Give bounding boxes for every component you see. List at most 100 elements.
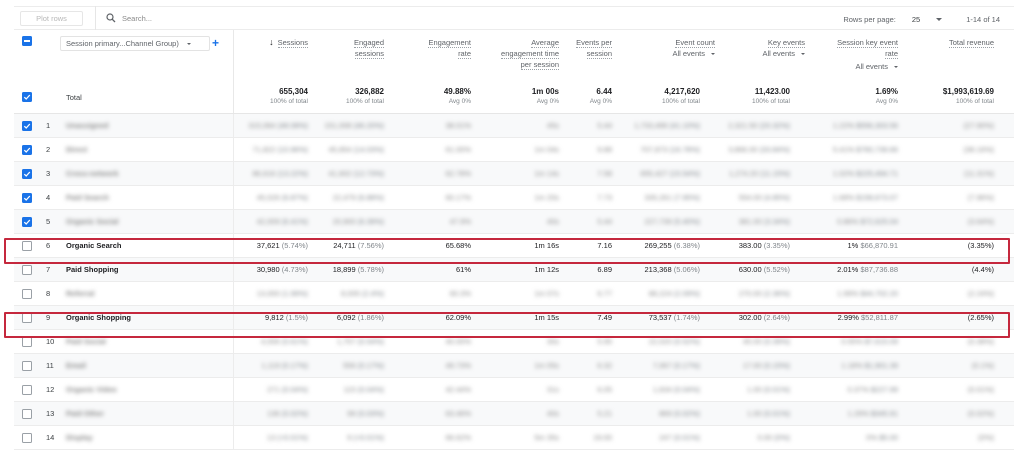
total-checkbox[interactable] [22, 92, 32, 102]
cell-percent: (0.15%) [763, 361, 790, 370]
total-sub: 100% of total [956, 98, 994, 105]
column-divider [233, 210, 234, 233]
total-sub: 100% of total [662, 98, 700, 105]
table-row: 13 Paid Other 136 (0.02%) 99 (0.03%) 63.46% 4… [14, 402, 1014, 426]
cell-value: 302.00 [738, 313, 762, 322]
table-row: 9 Organic Shopping 9,812 (1.5%) 6,092 (1.86… [14, 306, 1014, 330]
column-label: Total revenue [948, 38, 994, 48]
cell-percent: (0.03%) [357, 409, 384, 418]
cell-percent: $72,625.04 [860, 217, 898, 226]
row-checkbox[interactable] [22, 217, 32, 227]
cell-value: 0.00 [757, 433, 773, 442]
row-dimension[interactable]: Organic Search [66, 241, 122, 250]
chevron-down-icon[interactable] [936, 17, 943, 21]
cell-session-key-event-rate: 2.01% $87,736.88 [837, 265, 898, 274]
select-all-checkbox[interactable] [22, 36, 32, 46]
row-dimension[interactable]: Paid Search [66, 193, 109, 202]
column-header-event-count[interactable]: Event count All events [635, 37, 715, 59]
cell-engaged-sessions: 6,092 (1.86%) [337, 313, 384, 322]
row-checkbox[interactable] [22, 121, 32, 131]
cell-key-events: 383.00 (3.35%) [739, 241, 790, 250]
row-checkbox[interactable] [22, 241, 32, 251]
row-checkbox[interactable] [22, 385, 32, 395]
column-header-total-revenue[interactable]: Total revenue [914, 37, 994, 48]
row-dimension[interactable]: Display [66, 433, 93, 442]
row-dimension[interactable]: Organic Shopping [66, 313, 131, 322]
row-checkbox[interactable] [22, 409, 32, 419]
column-label: Events per session [576, 38, 612, 59]
cell-value: 22,479 [332, 193, 356, 202]
column-header-engagement-rate[interactable]: Engagement rate [416, 37, 471, 59]
cell-value: (4.4%) [971, 265, 994, 274]
row-dimension[interactable]: Paid Shopping [66, 265, 119, 274]
row-number: 14 [46, 433, 55, 442]
row-checkbox[interactable] [22, 265, 32, 275]
cell-value: 1% [847, 241, 859, 250]
row-dimension[interactable]: Organic Video [66, 385, 117, 394]
dimension-select[interactable]: Session primary...Channel Group) [60, 36, 210, 51]
cell-value: 20,900 [332, 217, 356, 226]
column-header-key-events[interactable]: Key events All events [725, 37, 805, 59]
cell-engagement-rate: 65.68% [446, 241, 471, 250]
column-header-engaged-sessions[interactable]: Engaged sessions [324, 37, 384, 59]
row-dimension[interactable]: Direct [66, 145, 88, 154]
cell-event-count: 227,739 (5.40%) [645, 217, 700, 226]
cell-event-count: 213,368 (5.06%) [645, 265, 700, 274]
row-dimension[interactable]: Unassigned [66, 121, 109, 130]
row-checkbox[interactable] [22, 433, 32, 443]
cell-percent: (0.01%) [763, 409, 790, 418]
row-dimension[interactable]: Cross-network [66, 169, 119, 178]
cell-event-count: 88,224 (2.09%) [649, 289, 700, 298]
cell-engaged-sessions: 24,711 (7.56%) [333, 241, 384, 250]
row-dimension[interactable]: Email [66, 361, 87, 370]
cell-session-key-event-rate: 2.99% $52,811.87 [838, 313, 898, 322]
session-key-event-rate-filter[interactable]: All events [823, 61, 898, 72]
cell-engagement-rate: 60.17% [446, 193, 471, 202]
cell-sessions: 1,119 (0.17%) [261, 361, 308, 370]
event-count-filter[interactable]: All events [635, 48, 715, 59]
row-checkbox[interactable] [22, 193, 32, 203]
column-header-session-key-event-rate[interactable]: Session key event rate All events [823, 37, 898, 72]
column-divider [233, 330, 234, 353]
cell-value: 1.00 [747, 409, 762, 418]
cell-percent: $760,739.66 [856, 145, 898, 154]
cell-engaged-sessions: 556 (0.17%) [343, 361, 384, 370]
cell-value: 6.77 [597, 289, 612, 298]
cell-value: 1.99% [837, 289, 859, 298]
row-dimension[interactable]: Referral [66, 289, 95, 298]
column-divider [233, 402, 234, 425]
row-checkbox[interactable] [22, 169, 32, 179]
search-input[interactable]: Search... [106, 13, 152, 23]
cell-event-count: 269,255 (6.38%) [645, 241, 700, 250]
total-sub: Avg 0% [448, 98, 471, 105]
column-divider [233, 30, 234, 113]
row-checkbox[interactable] [22, 289, 32, 299]
rows-per-page-select[interactable]: 25 [911, 14, 921, 24]
cell-value: 1,274.20 [728, 169, 759, 178]
table-row: 14 Display 13 (<0.01%) 9 (<0.01%) 66.62% 5m 3… [14, 426, 1014, 450]
cell-percent: (2.09%) [673, 289, 700, 298]
total-value: 49.88% [443, 87, 471, 96]
total-sub: 100% of total [346, 98, 384, 105]
cell-value: (0.38%) [967, 337, 994, 346]
key-events-filter[interactable]: All events [725, 48, 805, 59]
cell-value: 40s [546, 409, 559, 418]
row-checkbox[interactable] [22, 337, 32, 347]
column-header-events-per-session[interactable]: Events per session [576, 37, 612, 59]
total-value: 6.44 [596, 87, 612, 96]
row-checkbox[interactable] [22, 361, 32, 371]
cell-percent: (5.06%) [673, 265, 700, 274]
row-dimension[interactable]: Organic Social [66, 217, 119, 226]
row-checkbox[interactable] [22, 313, 32, 323]
column-header-sessions[interactable]: ↓ Sessions [228, 37, 308, 48]
plus-icon[interactable]: + [212, 36, 220, 50]
cell-percent: (7.95%) [673, 193, 700, 202]
column-header-avg-engagement-time[interactable]: Average engagement time per session [489, 37, 559, 70]
row-checkbox[interactable] [22, 145, 32, 155]
cell-value: 62.09% [445, 313, 471, 322]
search-placeholder: Search... [122, 13, 153, 23]
row-dimension[interactable]: Paid Social [66, 337, 107, 346]
column-divider [233, 378, 234, 401]
row-dimension[interactable]: Paid Other [66, 409, 104, 418]
plot-rows-button[interactable]: Plot rows [20, 10, 83, 26]
